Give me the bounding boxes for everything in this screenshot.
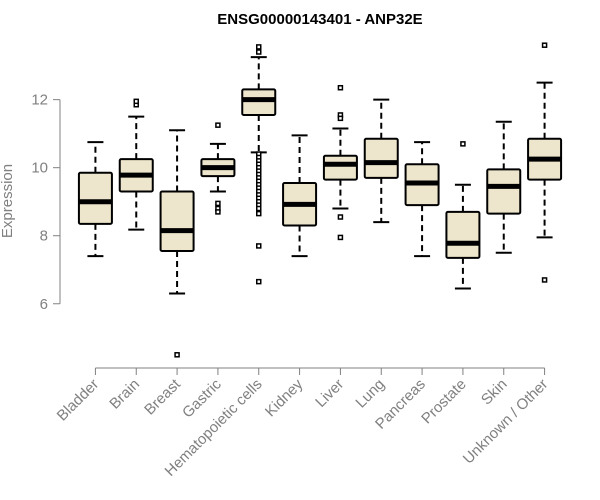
- box-group: [363, 98, 399, 224]
- box-group: [200, 122, 236, 215]
- y-tick-label: 8: [40, 228, 48, 245]
- box-group: [77, 141, 113, 258]
- outlier-point: [256, 49, 262, 55]
- box: [159, 190, 195, 253]
- x-tick-label: Lung: [352, 376, 388, 412]
- outlier-point: [256, 44, 262, 50]
- x-tick-label: Liver: [312, 376, 347, 411]
- outlier-point: [256, 210, 262, 217]
- outlier-point: [256, 243, 262, 249]
- x-tick-label: Kidney: [262, 375, 307, 420]
- box-group: [241, 44, 277, 285]
- x-tick-label: Prostate: [418, 376, 470, 428]
- box-group: [118, 98, 154, 231]
- y-tick-label: 10: [31, 160, 48, 177]
- y-axis: 6 8 10 12: [31, 92, 61, 313]
- box: [77, 171, 113, 225]
- outlier-point: [215, 122, 221, 128]
- x-tick-label: Skin: [478, 376, 511, 409]
- outlier-point: [256, 278, 262, 285]
- outlier-point: [215, 209, 221, 215]
- box-group: [404, 141, 440, 258]
- y-tick-label: 6: [40, 296, 48, 313]
- x-tick-label: Bladder: [54, 376, 103, 425]
- box-group: [486, 120, 522, 254]
- outlier-point: [541, 277, 548, 283]
- outlier-point: [215, 200, 221, 207]
- box: [241, 88, 277, 116]
- outlier-point: [541, 42, 548, 48]
- box-group: [527, 42, 563, 283]
- y-tick-label: 12: [31, 92, 48, 109]
- plot-area: [77, 42, 563, 358]
- chart-title: ENSG00000143401 - ANP32E: [217, 11, 422, 28]
- box: [445, 210, 481, 259]
- outlier-point: [337, 84, 344, 91]
- x-tick-label: Brain: [106, 376, 143, 413]
- x-tick-label: Breast: [141, 375, 184, 418]
- box-group: [445, 141, 481, 290]
- outlier-point: [256, 205, 262, 212]
- box-group: [322, 84, 358, 241]
- outlier-point: [337, 234, 344, 241]
- outlier-point: [133, 98, 139, 105]
- outlier-point: [174, 352, 180, 358]
- outlier-point: [337, 115, 344, 122]
- y-axis-label: Expression: [0, 164, 16, 238]
- box-group: [282, 134, 318, 258]
- box-group: [159, 129, 195, 358]
- box: [486, 168, 522, 215]
- outlier-point: [337, 214, 344, 220]
- box: [363, 137, 399, 179]
- outlier-point: [460, 141, 466, 147]
- box: [322, 154, 358, 181]
